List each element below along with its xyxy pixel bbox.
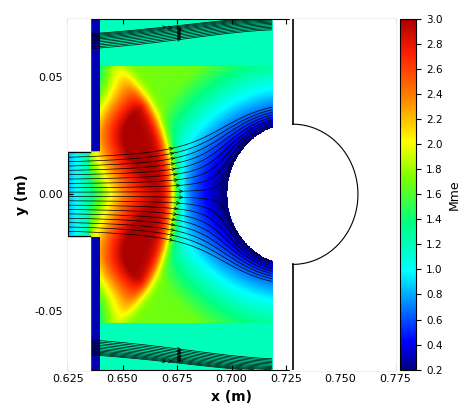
X-axis label: x (m): x (m) <box>211 390 252 404</box>
FancyArrowPatch shape <box>171 163 174 166</box>
FancyArrowPatch shape <box>172 168 175 171</box>
FancyArrowPatch shape <box>177 347 181 350</box>
FancyArrowPatch shape <box>178 359 181 362</box>
FancyArrowPatch shape <box>177 37 181 40</box>
FancyArrowPatch shape <box>171 228 174 231</box>
FancyArrowPatch shape <box>170 233 174 236</box>
FancyArrowPatch shape <box>168 26 172 29</box>
FancyArrowPatch shape <box>173 212 177 215</box>
FancyArrowPatch shape <box>170 153 174 155</box>
FancyArrowPatch shape <box>179 190 183 193</box>
FancyArrowPatch shape <box>176 202 180 204</box>
FancyArrowPatch shape <box>178 27 181 30</box>
FancyArrowPatch shape <box>178 356 181 359</box>
FancyArrowPatch shape <box>177 352 181 355</box>
FancyArrowPatch shape <box>177 349 181 352</box>
FancyArrowPatch shape <box>177 350 181 353</box>
FancyArrowPatch shape <box>177 32 181 35</box>
FancyArrowPatch shape <box>173 173 177 176</box>
FancyArrowPatch shape <box>169 147 173 150</box>
FancyArrowPatch shape <box>177 360 180 362</box>
Y-axis label: y (m): y (m) <box>15 174 29 215</box>
FancyArrowPatch shape <box>177 26 180 29</box>
FancyArrowPatch shape <box>177 354 181 358</box>
FancyArrowPatch shape <box>178 29 181 33</box>
FancyArrowPatch shape <box>177 35 181 38</box>
FancyArrowPatch shape <box>177 34 181 37</box>
FancyArrowPatch shape <box>171 157 174 160</box>
FancyArrowPatch shape <box>177 353 181 356</box>
FancyArrowPatch shape <box>172 218 175 221</box>
FancyArrowPatch shape <box>177 357 181 360</box>
FancyArrowPatch shape <box>174 207 178 210</box>
FancyArrowPatch shape <box>179 196 183 199</box>
FancyArrowPatch shape <box>177 31 181 34</box>
FancyArrowPatch shape <box>162 360 166 363</box>
FancyArrowPatch shape <box>168 360 172 362</box>
FancyArrowPatch shape <box>174 178 178 181</box>
FancyArrowPatch shape <box>176 184 180 187</box>
Y-axis label: Mme: Mme <box>448 179 461 210</box>
FancyArrowPatch shape <box>162 26 166 29</box>
FancyArrowPatch shape <box>169 238 173 241</box>
FancyArrowPatch shape <box>177 28 181 31</box>
FancyArrowPatch shape <box>171 223 174 226</box>
FancyArrowPatch shape <box>177 38 181 41</box>
